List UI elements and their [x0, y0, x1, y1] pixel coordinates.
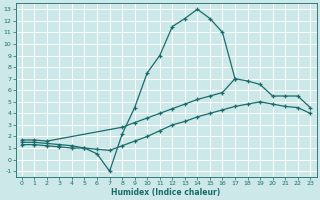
X-axis label: Humidex (Indice chaleur): Humidex (Indice chaleur) — [111, 188, 221, 197]
